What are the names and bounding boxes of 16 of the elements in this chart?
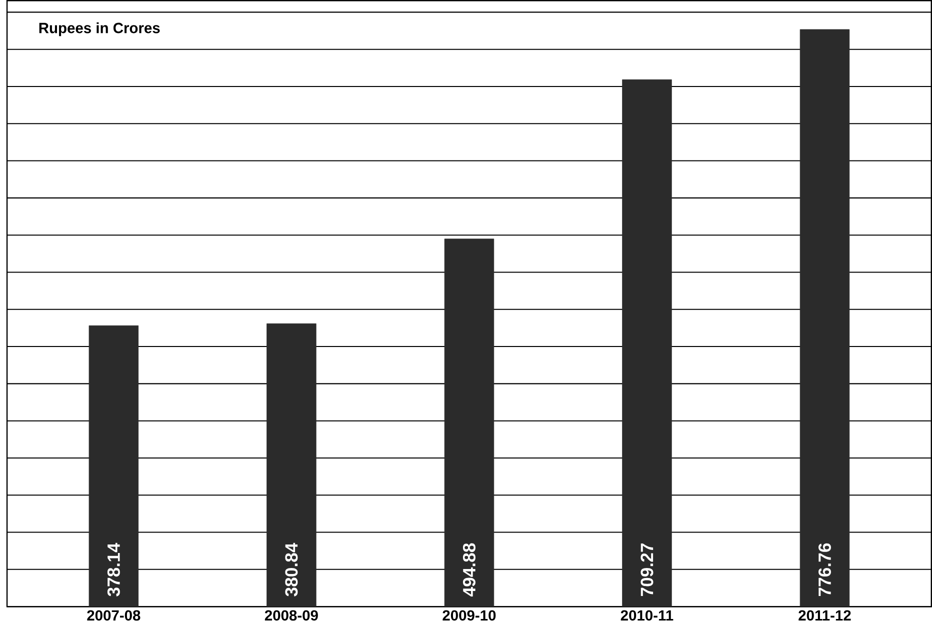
x-tick-label: 2009-10 (442, 610, 496, 621)
x-tick-label: 2010-11 (620, 610, 674, 621)
data-label: 378.14 (107, 542, 120, 596)
bar (88, 325, 139, 607)
bar (622, 79, 672, 607)
x-tick-label: 2011-12 (798, 610, 851, 621)
data-label: 709.27 (640, 543, 654, 596)
data-label: 776.76 (818, 543, 831, 596)
x-tick-label: 2008-09 (264, 610, 318, 621)
y-axis-title: Rupees in Crores (39, 22, 160, 36)
bar (800, 29, 850, 607)
data-label: 494.88 (462, 543, 476, 597)
x-tick-label: 2007-08 (87, 610, 140, 621)
bar (444, 238, 494, 607)
data-label: 380.84 (285, 542, 298, 596)
bar (266, 323, 316, 607)
